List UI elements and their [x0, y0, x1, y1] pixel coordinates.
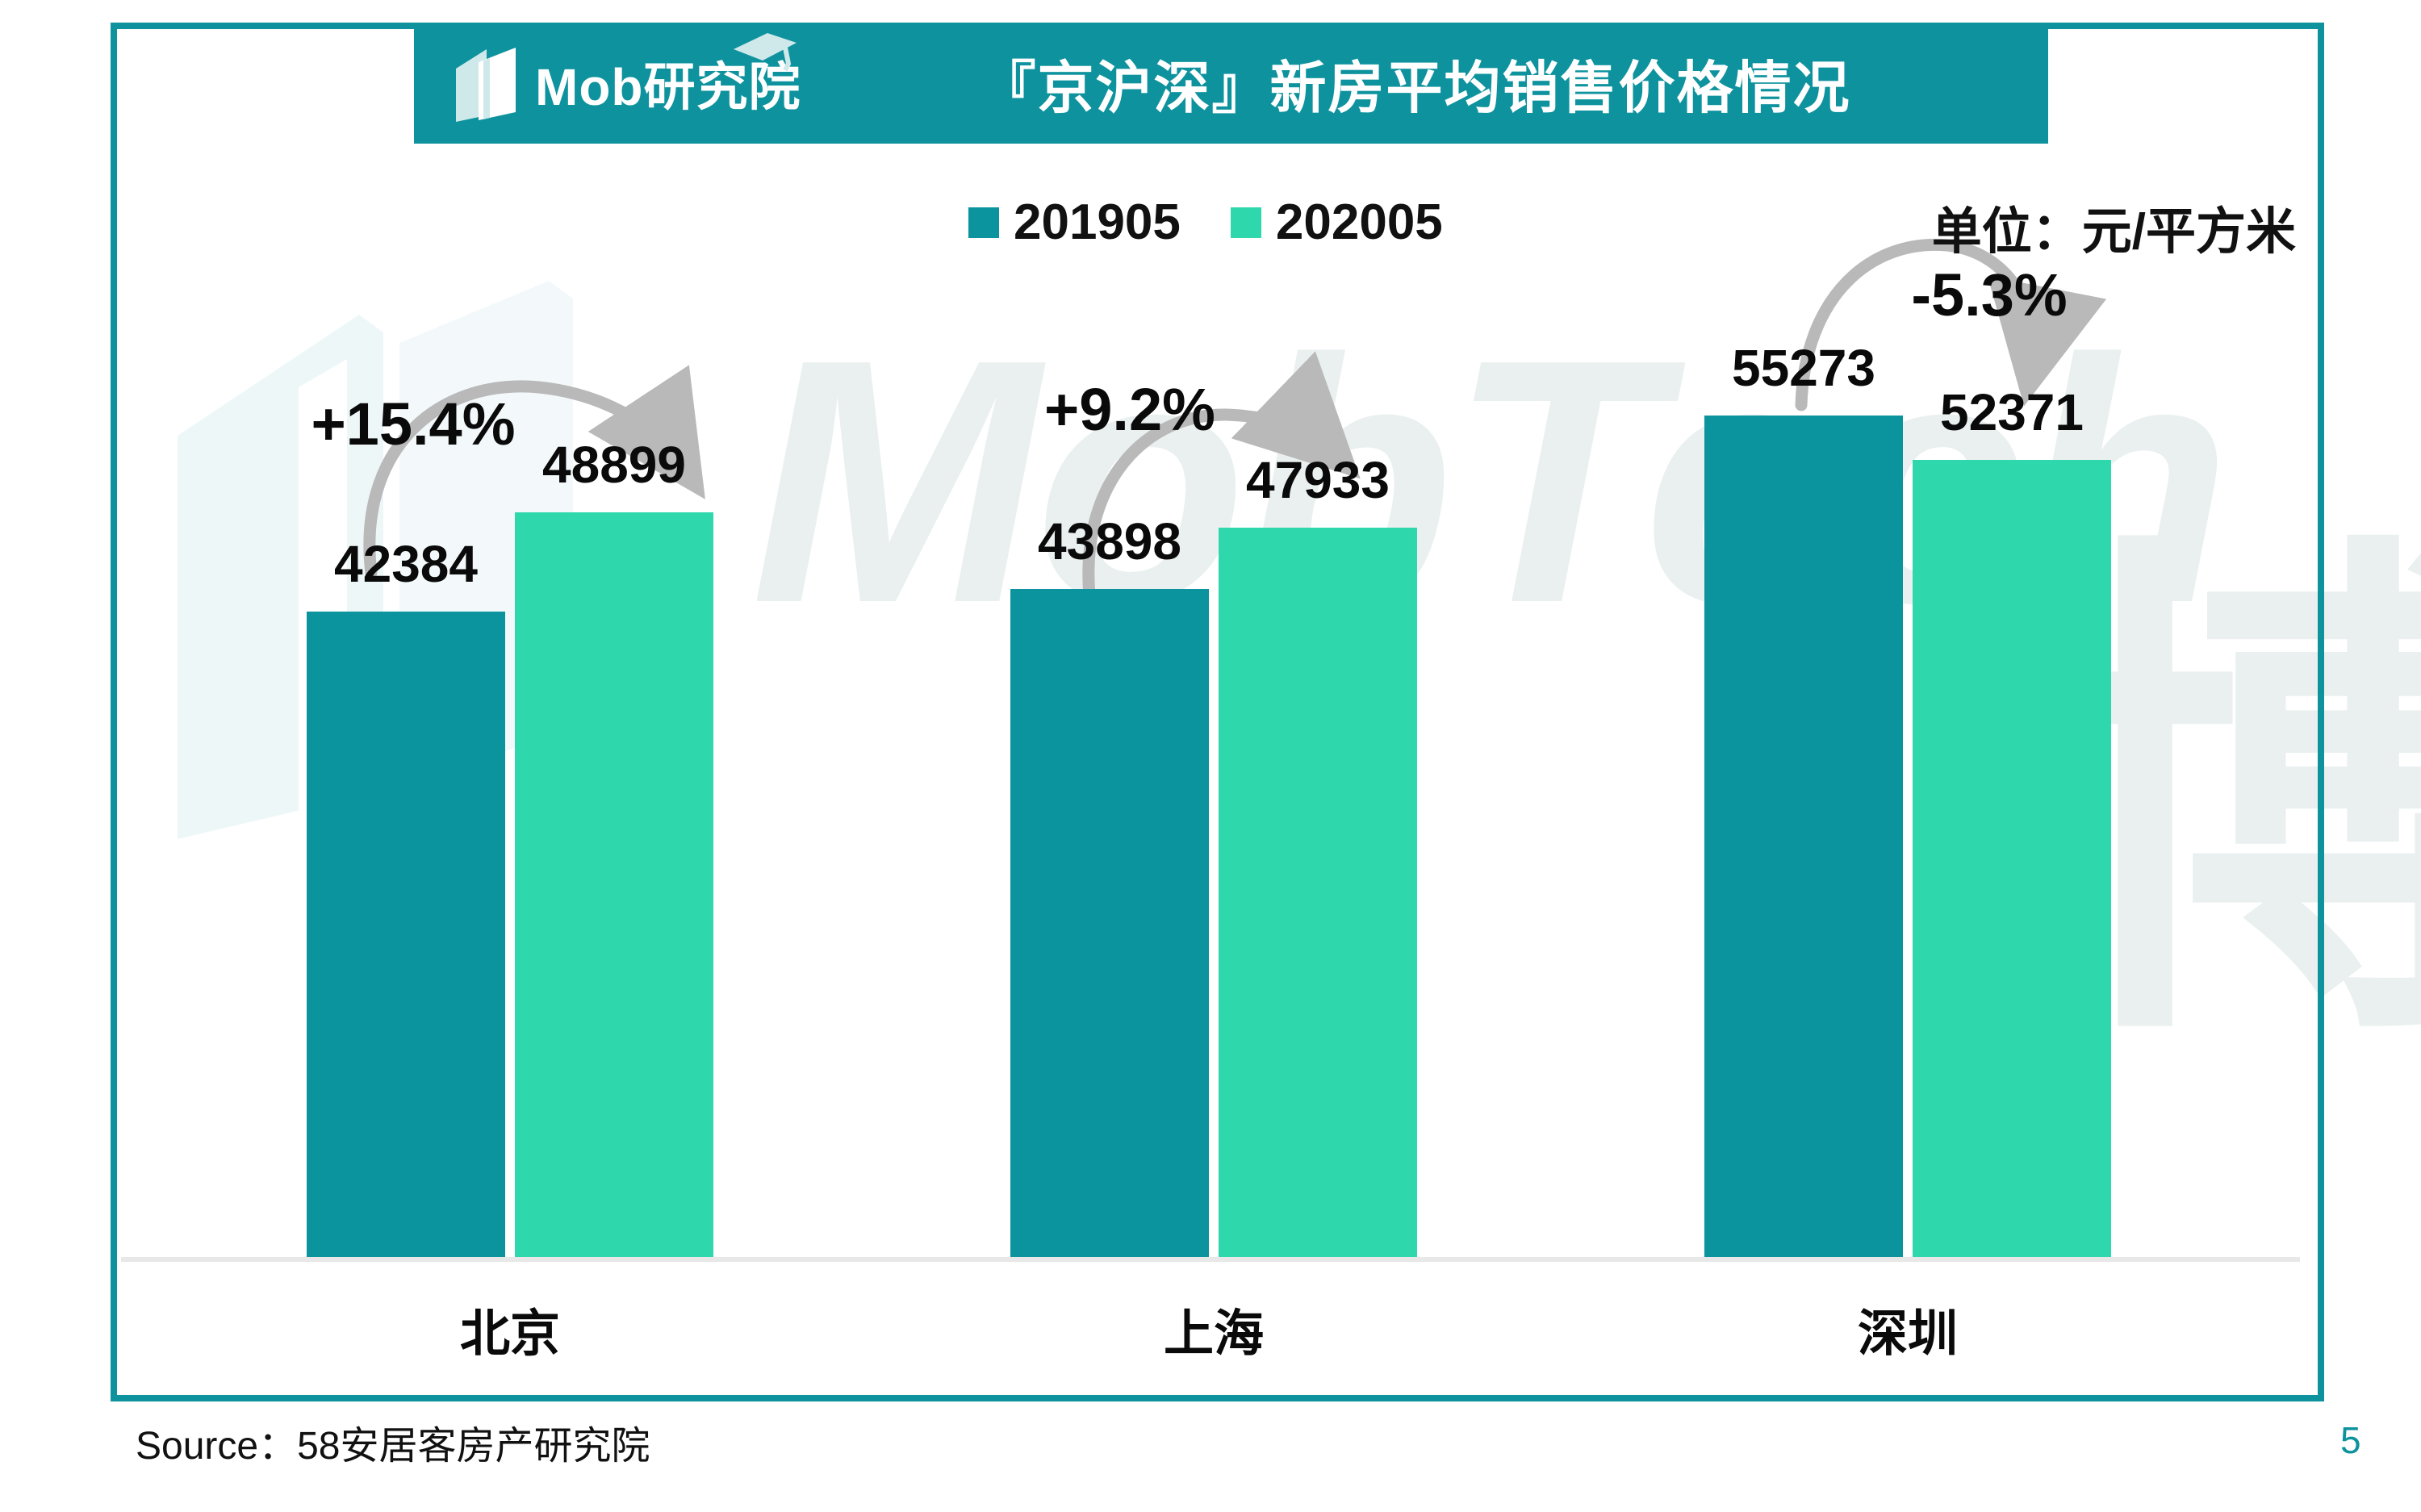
value-label-202005-深圳: 52371	[1940, 383, 2084, 441]
legend-swatch-201905	[968, 207, 999, 238]
header-banner: Mob研究院 『京沪深』新房平均销售价格情况	[414, 23, 2048, 144]
change-label-深圳: -5.3%	[1911, 261, 2068, 328]
x-axis-label-深圳: 深圳	[1857, 1306, 1958, 1362]
arrow-shenzhen-decrease-icon	[1795, 238, 2107, 411]
legend-label-202005: 202005	[1275, 194, 1443, 250]
value-label-201905-上海: 43898	[1038, 512, 1181, 570]
legend-swatch-202005	[1230, 207, 1261, 238]
arrow-shanghai-increase-icon	[1082, 351, 1361, 602]
source-note: Source：58安居客房产研究院	[136, 1425, 650, 1468]
x-axis-label-上海: 上海	[1163, 1306, 1264, 1362]
chart-title: 『京沪深』新房平均销售价格情况	[979, 56, 1851, 119]
bar-202005-深圳	[1913, 460, 2111, 1257]
graduation-cap-icon	[734, 33, 797, 72]
arrow-beijing-increase-icon	[363, 365, 705, 579]
legend-label-201905: 201905	[1014, 194, 1181, 250]
change-label-北京: +15.4%	[311, 391, 516, 457]
bar-201905-北京	[307, 612, 505, 1257]
change-label-上海: +9.2%	[1044, 376, 1215, 443]
value-label-201905-北京: 42384	[334, 535, 478, 593]
mob-research-logo: Mob研究院	[451, 33, 830, 125]
page-number: 5	[2340, 1419, 2361, 1461]
unit-label: 单位：元/平方米	[1931, 204, 2296, 260]
x-axis-baseline	[121, 1257, 2300, 1262]
bar-201905-深圳	[1704, 416, 1903, 1257]
x-axis-label-北京: 北京	[459, 1306, 560, 1362]
value-label-201905-深圳: 55273	[1732, 339, 1875, 397]
legend-item-201905: 201905	[968, 194, 1181, 251]
value-label-202005-上海: 47933	[1246, 451, 1390, 509]
bar-201905-上海	[1010, 589, 1209, 1257]
legend-item-202005: 202005	[1230, 194, 1443, 251]
legend: 201905 202005	[968, 194, 1443, 251]
logo-building-icon	[456, 48, 516, 122]
bar-202005-上海	[1219, 528, 1417, 1257]
bar-202005-北京	[515, 512, 713, 1257]
logo-text: Mob研究院	[535, 58, 801, 116]
